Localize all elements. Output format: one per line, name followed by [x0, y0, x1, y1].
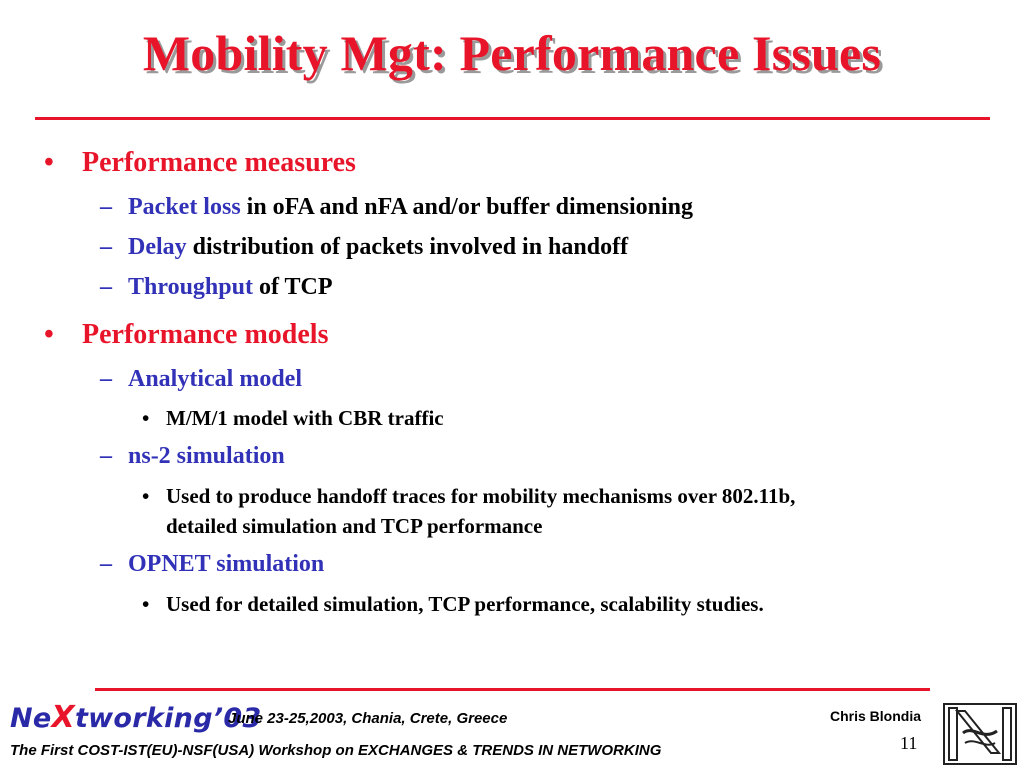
dash-mark: – — [100, 234, 112, 260]
dash-mark: – — [100, 443, 112, 469]
bullet-performance-models: • Performance models — [44, 319, 328, 351]
slide-content: • Performance measures – Packet loss in oF… — [44, 147, 795, 617]
item-packet-loss: – Packet loss in oFA and nFA and/or buffe… — [100, 194, 693, 221]
subitem-handoff-traces-continued: detailed simulation and TCP performance — [166, 514, 543, 538]
title-divider — [35, 117, 990, 120]
item-text: in oFA and nFA and/or buffer dimensionin… — [240, 194, 693, 220]
bullet-mark: • — [142, 406, 150, 430]
footer-divider — [95, 688, 930, 691]
subitem-handoff-traces: • Used to produce handoff traces for mobi… — [142, 484, 795, 509]
item-delay: – Delay distribution of packets involved … — [100, 234, 628, 261]
dash-mark: – — [100, 551, 112, 577]
page-number: 11 — [900, 733, 918, 753]
subitem-text: Used to produce handoff traces for mobil… — [166, 484, 796, 508]
brand-x: X — [51, 700, 75, 735]
brand-prefix: Ne — [10, 703, 52, 734]
dash-mark: – — [100, 194, 112, 220]
item-throughput: – Throughput of TCP — [100, 274, 333, 301]
bullet-mark: • — [44, 319, 54, 350]
bullet-mark: • — [142, 484, 150, 508]
item-highlight: OPNET simulation — [128, 551, 325, 577]
dash-mark: – — [100, 274, 112, 300]
item-text: of TCP — [252, 274, 333, 300]
subitem-mm1-model: • M/M/1 model with CBR traffic — [142, 406, 444, 431]
footer-brand-logo: NeXtworking’03 — [10, 700, 262, 735]
item-highlight: Packet loss — [128, 194, 241, 220]
dash-mark: – — [100, 366, 112, 392]
slide-title: Mobility Mgt: Performance Issues — [142, 25, 882, 81]
item-analytical-model: – Analytical model — [100, 366, 302, 393]
footer-author: Chris Blondia — [830, 708, 922, 724]
item-highlight: Throughput — [128, 274, 253, 300]
section-heading: Performance measures — [82, 147, 356, 178]
footer-date-place: June 23-25,2003, Chania, Crete, Greece — [228, 710, 508, 727]
subitem-text: M/M/1 model with CBR traffic — [166, 406, 444, 430]
university-logo-icon — [943, 703, 1017, 765]
bullet-mark: • — [44, 147, 54, 178]
item-text: distribution of packets involved in hand… — [186, 234, 629, 260]
item-highlight: Delay — [128, 234, 187, 260]
bullet-performance-measures: • Performance measures — [44, 147, 356, 179]
bullet-mark: • — [142, 592, 150, 616]
item-highlight: ns-2 simulation — [128, 443, 285, 469]
subitem-text: Used for detailed simulation, TCP perfor… — [166, 592, 764, 616]
item-highlight: Analytical model — [128, 366, 302, 392]
footer-workshop: The First COST-IST(EU)-NSF(USA) Workshop… — [10, 742, 662, 759]
section-heading: Performance models — [82, 319, 329, 350]
brand-suffix: tworking’03 — [74, 703, 262, 734]
item-ns2-simulation: – ns-2 simulation — [100, 443, 285, 470]
item-opnet-simulation: – OPNET simulation — [100, 551, 324, 578]
subitem-opnet-uses: • Used for detailed simulation, TCP perfo… — [142, 592, 764, 617]
